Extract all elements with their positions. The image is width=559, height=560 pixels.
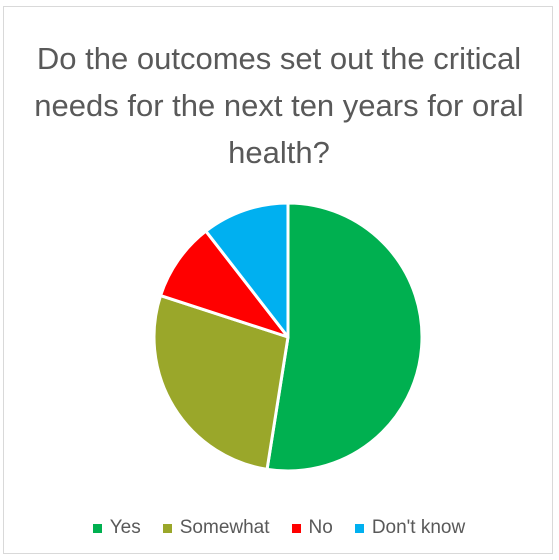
legend-swatch bbox=[162, 523, 172, 533]
legend-item-don-t-know: Don't know bbox=[354, 517, 466, 539]
legend-swatch bbox=[92, 523, 102, 533]
pie-chart bbox=[152, 201, 424, 473]
legend-item-somewhat: Somewhat bbox=[162, 517, 270, 539]
legend-label: Yes bbox=[109, 517, 141, 538]
legend-label: No bbox=[308, 517, 333, 538]
chart-title: Do the outcomes set out the critical nee… bbox=[34, 41, 524, 170]
legend-label: Don't know bbox=[371, 517, 466, 538]
legend-item-no: No bbox=[291, 517, 333, 539]
chart-frame: Do the outcomes set out the critical nee… bbox=[3, 6, 553, 554]
chart-legend: Yes Somewhat No Don't know bbox=[4, 517, 554, 539]
legend-label: Somewhat bbox=[179, 517, 270, 538]
pie-slice-no bbox=[159, 229, 290, 339]
pie-slice-yes bbox=[265, 201, 424, 473]
pie-slice-don-t-know bbox=[204, 201, 290, 339]
legend-item-yes: Yes bbox=[92, 517, 141, 539]
legend-swatch bbox=[354, 523, 364, 533]
legend-swatch bbox=[291, 523, 301, 533]
pie-slice-somewhat bbox=[152, 294, 290, 471]
